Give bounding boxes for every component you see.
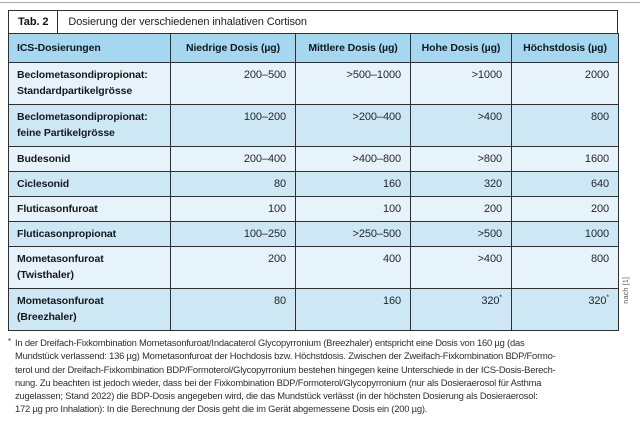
mid-dose-cell: >200–400 xyxy=(295,104,411,147)
low-dose-cell: 100–200 xyxy=(170,104,296,147)
footnote-line: terol und der Dreifach-Fixkombination BD… xyxy=(15,363,556,375)
drug-name-line: (Breezhaler) xyxy=(17,311,77,323)
high-dose-cell: 320 xyxy=(410,171,512,197)
max-dose-cell: 1000 xyxy=(511,221,619,247)
footnote-line: zugelassen; Stand 2022) die BDP-Dosis an… xyxy=(15,390,538,402)
drug-name-line: (Twisthaler) xyxy=(17,269,74,281)
drug-name-line: Ciclesonid xyxy=(17,178,70,190)
footnote-line: Mundstück verlassend: 136 µg) Mometasonf… xyxy=(15,350,556,362)
source-reference: nach [1] xyxy=(621,277,630,304)
low-dose-cell: 200–400 xyxy=(170,146,296,172)
table-footnote: * In der Dreifach-Fixkombination Mometas… xyxy=(8,336,620,416)
table-row: Mometasonfuroat (Breezhaler) 80 160 320*… xyxy=(8,288,619,331)
table-header-row: ICS-Dosierungen Niedrige Dosis (µg) Mitt… xyxy=(8,33,619,63)
mid-dose-cell: 400 xyxy=(295,246,411,289)
drug-name-cell: Mometasonfuroat (Breezhaler) xyxy=(8,288,171,331)
drug-name-cell: Budesonid xyxy=(8,146,171,172)
column-header-max-dose: Höchstdosis (µg) xyxy=(511,33,619,63)
dose-value: 320 xyxy=(481,295,500,307)
mid-dose-cell: >400–800 xyxy=(295,146,411,172)
mid-dose-cell: 160 xyxy=(295,288,411,331)
column-header-mid-dose: Mittlere Dosis (µg) xyxy=(295,33,411,63)
column-header-ics: ICS-Dosierungen xyxy=(8,33,171,63)
table-title-bar: Tab. 2 Dosierung der verschiedenen inhal… xyxy=(8,10,618,33)
table-row: Beclometasondipropionat: feine Partikelg… xyxy=(8,104,619,147)
low-dose-cell: 100 xyxy=(170,196,296,222)
table-row: Beclometasondipropionat: Standardpartike… xyxy=(8,62,619,105)
drug-name-cell: Fluticasonfuroat xyxy=(8,196,171,222)
high-dose-cell: 200 xyxy=(410,196,512,222)
mid-dose-cell: 100 xyxy=(295,196,411,222)
low-dose-cell: 200–500 xyxy=(170,62,296,105)
dose-value: 320 xyxy=(588,295,607,307)
footnote-line: nung. Zu beachten ist jedoch wieder, das… xyxy=(15,376,542,388)
mid-dose-cell: >500–1000 xyxy=(295,62,411,105)
drug-name-line: Mometasonfuroat xyxy=(17,295,104,307)
drug-name-cell: Fluticasonpropionat xyxy=(8,221,171,247)
footnote-asterisk: * xyxy=(8,337,11,346)
table-figure: Tab. 2 Dosierung der verschiedenen inhal… xyxy=(8,10,619,331)
drug-name-cell: Mometasonfuroat (Twisthaler) xyxy=(8,246,171,289)
high-dose-cell: >1000 xyxy=(410,62,512,105)
drug-name-line: Beclometasondipropionat: xyxy=(17,69,148,81)
drug-name-line: Fluticasonpropionat xyxy=(17,228,117,240)
high-dose-cell: >400 xyxy=(410,104,512,147)
mid-dose-cell: 160 xyxy=(295,171,411,197)
table-row: Fluticasonfuroat 100 100 200 200 xyxy=(8,196,619,222)
low-dose-cell: 80 xyxy=(170,288,296,331)
drug-name-line: Budesonid xyxy=(17,153,71,165)
table-row: Budesonid 200–400 >400–800 >800 1600 xyxy=(8,146,619,172)
footnote-line: 172 µg pro Inhalation): In die Berechnun… xyxy=(15,403,428,415)
table-row: Mometasonfuroat (Twisthaler) 200 400 >40… xyxy=(8,246,619,289)
max-dose-cell: 200 xyxy=(511,196,619,222)
max-dose-cell: 800 xyxy=(511,246,619,289)
max-dose-cell: 640 xyxy=(511,171,619,197)
drug-name-line: feine Partikelgrösse xyxy=(17,127,115,139)
max-dose-cell: 2000 xyxy=(511,62,619,105)
high-dose-cell: 320* xyxy=(410,288,512,331)
drug-name-line: Fluticasonfuroat xyxy=(17,203,98,215)
column-header-low-dose: Niedrige Dosis (µg) xyxy=(170,33,296,63)
max-dose-cell: 800 xyxy=(511,104,619,147)
table-row: Fluticasonpropionat 100–250 >250–500 >50… xyxy=(8,221,619,247)
high-dose-cell: >800 xyxy=(410,146,512,172)
high-dose-cell: >500 xyxy=(410,221,512,247)
mid-dose-cell: >250–500 xyxy=(295,221,411,247)
low-dose-cell: 200 xyxy=(170,246,296,289)
table-row: Ciclesonid 80 160 320 640 xyxy=(8,171,619,197)
max-dose-cell: 320* xyxy=(511,288,619,331)
drug-name-cell: Beclometasondipropionat: feine Partikelg… xyxy=(8,104,171,147)
table-title: Dosierung der verschiedenen inhalativen … xyxy=(68,16,307,28)
table-tag: Tab. 2 xyxy=(9,11,59,33)
footnote-body: In der Dreifach-Fixkombination Mometason… xyxy=(8,336,620,416)
column-header-high-dose: Hohe Dosis (µg) xyxy=(410,33,512,63)
low-dose-cell: 100–250 xyxy=(170,221,296,247)
max-dose-cell: 1600 xyxy=(511,146,619,172)
low-dose-cell: 80 xyxy=(170,171,296,197)
drug-name-cell: Beclometasondipropionat: Standardpartike… xyxy=(8,62,171,105)
high-dose-cell: >400 xyxy=(410,246,512,289)
footnote-line: In der Dreifach-Fixkombination Mometason… xyxy=(15,337,525,348)
drug-name-line: Mometasonfuroat xyxy=(17,253,104,265)
drug-name-line: Standardpartikelgrösse xyxy=(17,85,133,97)
page-top-rule xyxy=(0,2,640,3)
dosing-table: ICS-Dosierungen Niedrige Dosis (µg) Mitt… xyxy=(8,33,619,331)
footnote-marker-sup: * xyxy=(499,294,502,302)
footnote-marker-sup: * xyxy=(606,294,609,302)
drug-name-line: Beclometasondipropionat: xyxy=(17,111,148,123)
drug-name-cell: Ciclesonid xyxy=(8,171,171,197)
